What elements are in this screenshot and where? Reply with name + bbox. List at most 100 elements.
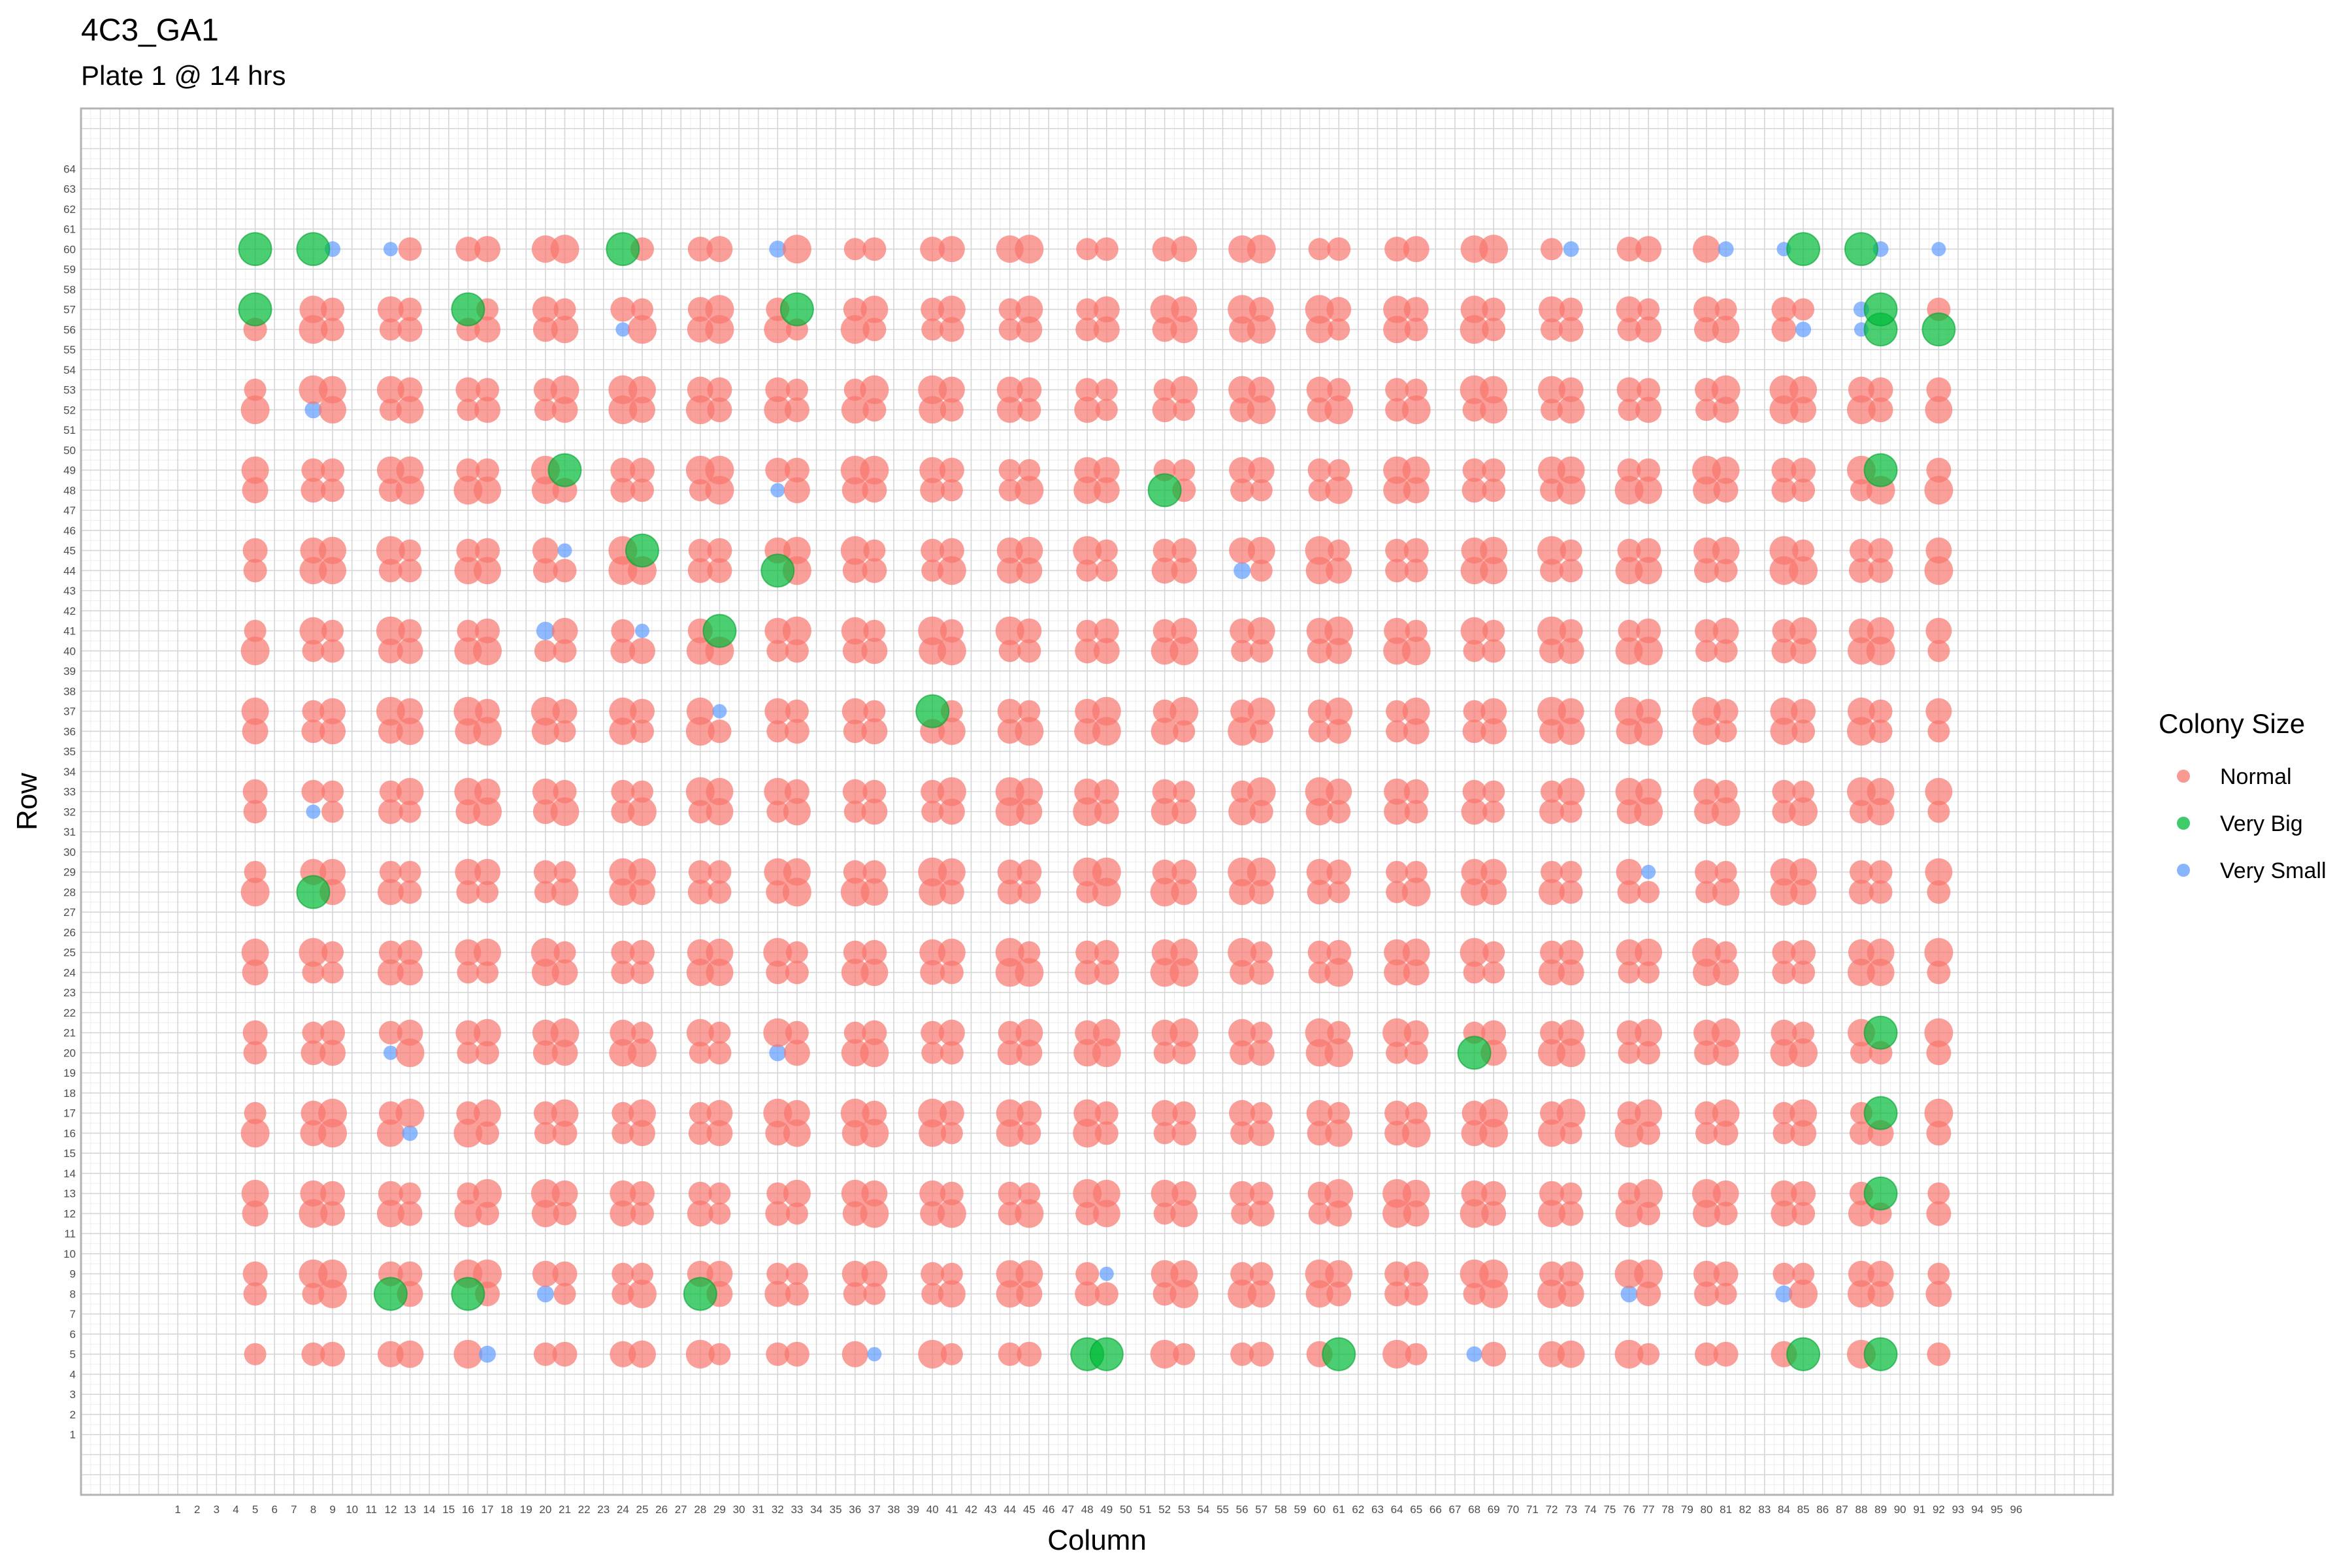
colony-point-normal <box>299 1199 328 1228</box>
colony-point-normal <box>1789 797 1818 826</box>
colony-point-normal <box>1171 1120 1197 1146</box>
colony-point-normal <box>862 1020 887 1045</box>
colony-point-very-big <box>1863 453 1898 487</box>
y-tick-label: 48 <box>63 484 76 497</box>
colony-point-normal <box>395 1038 425 1068</box>
colony-point-normal <box>1171 859 1197 885</box>
colony-point-very-big <box>451 1277 485 1311</box>
colony-point-normal <box>685 717 715 746</box>
colony-point-normal <box>1151 939 1178 966</box>
colony-point-normal <box>1248 457 1275 483</box>
colony-point-normal <box>533 1101 557 1125</box>
colony-point-normal <box>552 1261 578 1286</box>
colony-point-normal <box>301 1342 325 1366</box>
colony-point-normal <box>532 778 559 805</box>
colony-point-normal <box>629 1120 655 1147</box>
y-tick-label: 24 <box>63 966 76 979</box>
colony-point-normal <box>630 1201 654 1226</box>
y-axis-tick-labels: 1234567891011121314151617181920212223242… <box>63 163 76 1441</box>
x-tick-label: 79 <box>1681 1503 1693 1516</box>
colony-point-normal <box>938 1280 966 1308</box>
colony-point-normal <box>1867 1260 1894 1287</box>
colony-point-normal <box>457 961 480 984</box>
colony-point-normal <box>996 537 1023 564</box>
colony-point-normal <box>1772 940 1796 964</box>
colony-point-normal <box>1713 698 1739 724</box>
colony-point-normal <box>1540 940 1564 964</box>
colony-point-normal <box>377 879 404 906</box>
colony-point-very-small <box>1795 321 1812 338</box>
colony-point-very-big <box>296 232 331 267</box>
colony-point-normal <box>1714 298 1737 321</box>
x-tick-label: 19 <box>520 1503 532 1516</box>
colony-point-normal <box>1229 457 1256 483</box>
colony-point-normal <box>629 638 655 664</box>
colony-point-normal <box>1618 1182 1641 1205</box>
colony-point-normal <box>843 860 867 884</box>
colony-point-normal <box>1169 1279 1199 1309</box>
x-tick-label: 53 <box>1178 1503 1190 1516</box>
colony-point-normal <box>1094 1101 1119 1125</box>
colony-point-normal <box>1382 1339 1412 1369</box>
colony-point-normal <box>1712 397 1739 423</box>
colony-point-normal <box>1482 639 1506 663</box>
colony-point-normal <box>1618 399 1641 421</box>
colony-point-normal <box>1228 1019 1256 1047</box>
colony-point-normal <box>921 1041 944 1064</box>
colony-point-normal <box>1846 777 1876 806</box>
colony-point-normal <box>998 1021 1022 1045</box>
colony-point-normal <box>1249 719 1273 743</box>
y-tick-label: 7 <box>70 1308 76 1320</box>
colony-point-normal <box>532 799 558 825</box>
colony-point-normal <box>379 399 402 421</box>
colony-point-normal <box>1614 1339 1644 1369</box>
colony-point-normal <box>1537 536 1567 565</box>
colony-point-normal <box>476 378 499 402</box>
x-tick-label: 50 <box>1120 1503 1132 1516</box>
colony-point-normal <box>395 476 425 505</box>
colony-point-normal <box>398 297 422 321</box>
x-tick-label: 10 <box>346 1503 358 1516</box>
colony-point-normal <box>474 236 500 263</box>
colony-point-normal <box>1693 778 1720 805</box>
colony-point-normal <box>1093 477 1120 504</box>
colony-point-normal <box>397 959 423 986</box>
colony-point-normal <box>1789 1099 1818 1127</box>
colony-point-normal <box>300 1120 327 1147</box>
colony-point-normal <box>1637 378 1661 402</box>
colony-point-normal <box>1635 778 1662 805</box>
colony-point-normal <box>996 557 1023 584</box>
x-tick-label: 43 <box>985 1503 997 1516</box>
colony-point-normal <box>1386 700 1409 723</box>
colony-point-normal <box>377 296 404 323</box>
colony-point-normal <box>919 1119 947 1147</box>
colony-point-normal <box>1479 1098 1509 1128</box>
colony-point-normal <box>1791 457 1816 483</box>
colony-point-normal <box>938 717 966 745</box>
colony-point-normal <box>474 557 501 585</box>
colony-point-normal <box>1481 1341 1507 1367</box>
colony-point-normal <box>1326 778 1352 805</box>
colony-point-normal <box>1092 1038 1121 1068</box>
colony-point-normal <box>1152 317 1177 342</box>
colony-point-normal <box>1462 458 1486 482</box>
colony-point-normal <box>1403 297 1429 322</box>
colony-point-normal <box>1925 396 1953 424</box>
colony-point-normal <box>1403 959 1429 986</box>
colony-point-normal <box>473 717 502 746</box>
y-tick-label: 61 <box>63 223 76 236</box>
colony-point-normal <box>475 538 500 563</box>
colony-point-normal <box>1249 639 1273 663</box>
colony-point-very-small <box>383 1045 398 1060</box>
colony-point-normal <box>1790 397 1817 423</box>
x-tick-label: 66 <box>1429 1503 1442 1516</box>
colony-point-normal <box>1769 375 1799 404</box>
colony-point-normal <box>1401 636 1431 666</box>
colony-point-normal <box>919 878 947 906</box>
colony-point-very-big <box>451 292 485 327</box>
colony-point-normal <box>1712 316 1740 344</box>
colony-point-normal <box>1558 638 1584 664</box>
colony-point-normal <box>1636 618 1661 644</box>
colony-point-normal <box>785 699 809 723</box>
colony-point-normal <box>531 717 559 745</box>
